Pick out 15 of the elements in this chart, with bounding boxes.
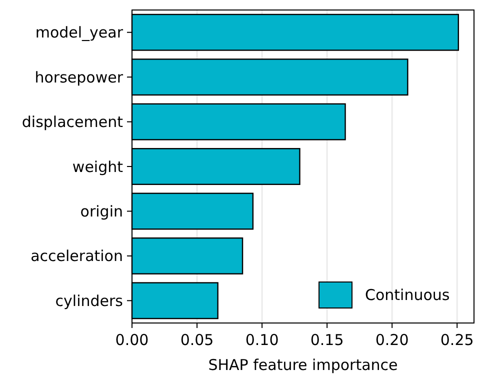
x-tick-label: 0.25 — [440, 331, 474, 349]
x-axis-title: SHAP feature importance — [208, 356, 398, 374]
y-tick-label: cylinders — [55, 292, 124, 310]
y-tick-label: model_year — [35, 24, 124, 42]
legend-label: Continuous — [365, 286, 450, 304]
x-tick-label: 0.10 — [245, 331, 279, 349]
x-tick-label: 0.00 — [115, 331, 149, 349]
y-tick-label: weight — [72, 158, 124, 176]
y-tick-label: origin — [80, 202, 123, 220]
y-tick-label: displacement — [22, 113, 124, 132]
x-tick-label: 0.15 — [310, 331, 344, 349]
x-tick-label: 0.05 — [180, 331, 214, 349]
x-tick-label: 0.20 — [375, 331, 409, 349]
y-tick-label: acceleration — [30, 247, 123, 266]
y-tick-label: horsepower — [34, 68, 124, 86]
